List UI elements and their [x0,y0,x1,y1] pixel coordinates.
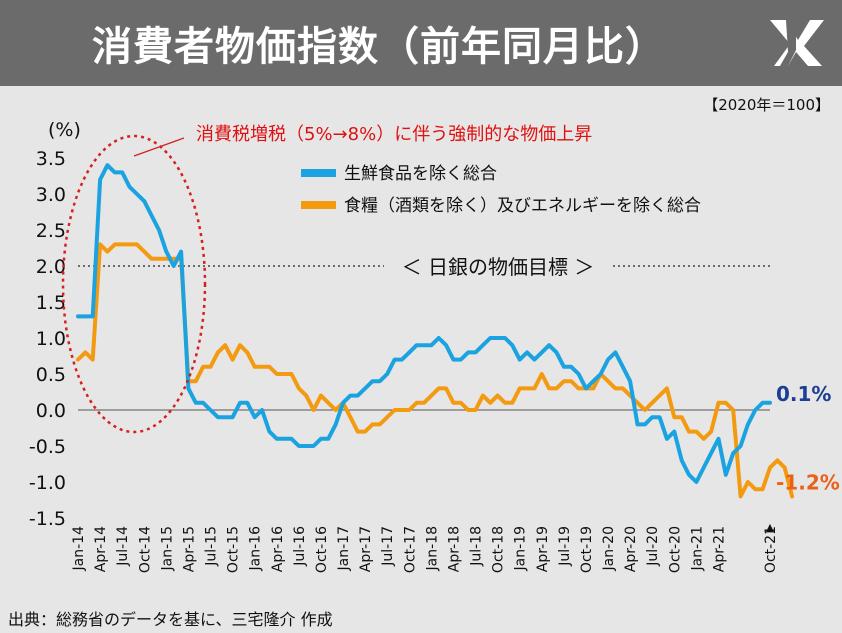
annotation-text: 消費税増税（5%→8%）に伴う強制的な物価上昇 [196,124,592,145]
x-tick-label: Jul-17 [380,526,396,567]
x-tick-label: Apr-16 [270,526,286,572]
page-title: 消費者物価指数（前年同月比） [92,24,666,70]
y-tick-label: 0.5 [36,364,66,386]
x-tick-label: Jan-19 [513,526,529,571]
series-line-0 [76,163,772,484]
x-tick-label: Oct-16 [314,526,330,573]
x-tick-label: Jan-18 [424,526,440,571]
series-line-1 [76,242,795,499]
y-tick-label: -1.5 [29,508,66,530]
x-tick-label: Jul-15 [204,526,220,567]
x-tick-label: Jan-21 [689,526,705,571]
x-tick-label: Jan-15 [159,526,175,571]
y-tick-label: 2.5 [36,220,66,242]
end-label-series-0: 0.1% [776,382,831,406]
x-tick-label: Apr-19 [535,526,551,572]
x-tick-label: Oct-14 [137,526,153,573]
series-layer: 0.1% -1.2% [76,163,840,499]
y-tick-label: 3.5 [36,148,66,170]
x-tick-label: Jan-17 [336,526,352,571]
x-tick-label: Apr-20 [623,526,639,572]
y-tick-label: -0.5 [29,436,66,458]
y-tick-label: -1.0 [29,472,66,494]
x-tick-label: Apr-21 [711,526,727,572]
x-tick-label: Apr-14 [93,526,109,572]
title-bar: 消費者物価指数（前年同月比） [0,0,842,86]
x-tick-label: Oct-18 [491,526,507,573]
x-tick-label: Jan-20 [601,526,617,571]
y-tick-label: 2.0 [36,256,66,278]
axes-layer: (%)3.53.02.52.01.51.00.50.0-0.5-1.0-1.5J… [29,119,779,573]
x-tick-label: Jul-16 [292,526,308,567]
base-year-note: 【2020年＝100】 [703,96,830,114]
target-layer: ＜ 日銀の物価目標 ＞ [78,252,770,280]
y-tick-label: 3.0 [36,184,66,206]
y-tick-label: 1.0 [36,328,66,350]
legend-label-0: 生鮮食品を除く総合 [344,164,497,184]
x-tick-label: Jul-14 [115,526,131,567]
x-tick-label: Oct-21 [763,526,779,573]
x-tick-label: Oct-19 [579,526,595,573]
legend-label-1: 食糧（酒類を除く）及びエネルギーを除く総合 [344,196,701,216]
x-tick-label: Oct-20 [667,526,683,573]
target-label-bg [384,252,612,280]
annotation-layer: 消費税増税（5%→8%）に伴う強制的な物価上昇 [61,124,592,434]
y-tick-label: 1.5 [36,292,66,314]
x-tick-label: Apr-18 [446,526,462,572]
x-tick-label: Oct-15 [226,526,242,573]
y-tick-label: 0.0 [36,400,66,422]
x-tick-label: Jan-14 [71,526,87,572]
x-tick-label: Jan-16 [248,526,264,572]
x-tick-label: Jul-18 [469,526,485,567]
end-label-series-1: -1.2% [776,471,840,495]
source-note: 出典：総務省のデータを基に、三宅隆介 作成 [8,610,333,629]
y-axis-unit: (%) [48,119,81,141]
target-label: ＜ 日銀の物価目標 ＞ [402,255,595,279]
x-tick-label: Apr-15 [181,526,197,572]
last-month-marker: ▲ [766,521,775,534]
x-tick-label: Oct-17 [402,526,418,573]
x-tick-label: Apr-17 [358,526,374,572]
jr-logo-icon [770,20,824,66]
x-tick-label: Jul-20 [645,526,661,567]
annotation-ellipse [61,134,207,434]
x-tick-label: Jul-19 [557,526,573,567]
annotation-pointer [133,137,185,157]
